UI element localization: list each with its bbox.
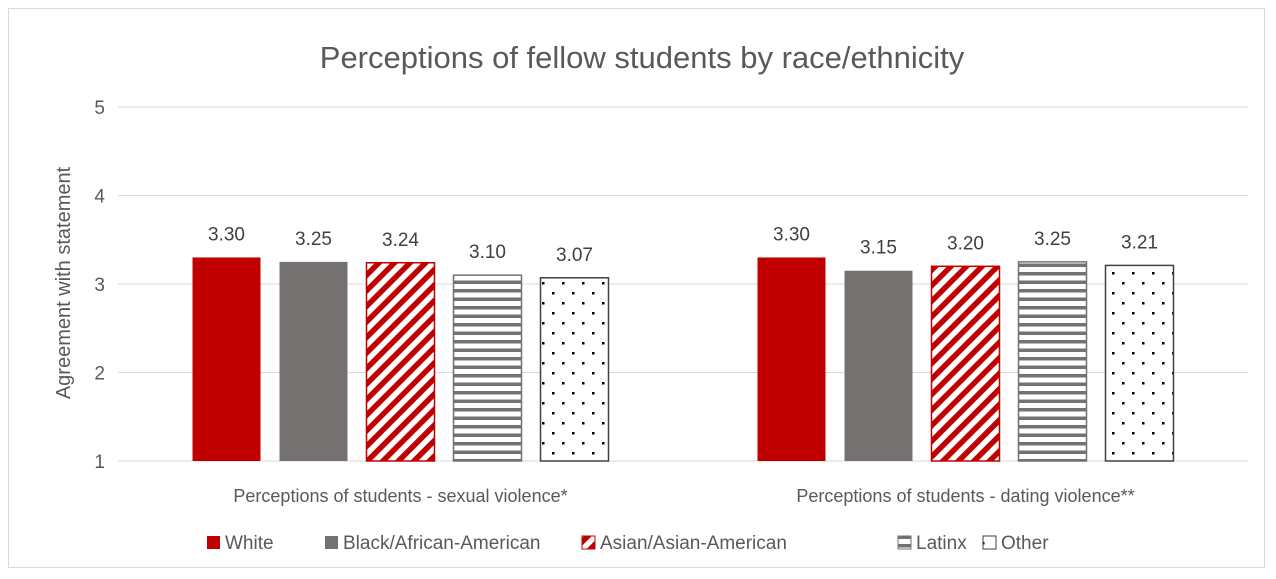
y-tick-label: 5 bbox=[94, 98, 105, 119]
y-tick-label: 2 bbox=[94, 364, 105, 385]
data-label: 3.20 bbox=[947, 233, 984, 254]
data-label: 3.25 bbox=[295, 229, 332, 250]
legend-swatch bbox=[581, 535, 596, 550]
legend-label: Latinx bbox=[916, 533, 967, 554]
bar-black-african-american bbox=[279, 261, 348, 461]
legend-swatch bbox=[982, 535, 997, 550]
data-label: 3.24 bbox=[382, 230, 419, 251]
data-label: 3.07 bbox=[556, 245, 593, 266]
legend-item: Black/African-American bbox=[325, 533, 540, 554]
data-label: 3.21 bbox=[1121, 232, 1158, 253]
legend-item: Latinx bbox=[897, 533, 967, 554]
legend-item: Other bbox=[982, 533, 1049, 554]
bar-other bbox=[539, 277, 610, 462]
y-tick-label: 3 bbox=[94, 275, 105, 296]
chart-title: Perceptions of fellow students by race/e… bbox=[320, 40, 965, 75]
legend-label: Other bbox=[1001, 533, 1049, 554]
legend-swatch bbox=[897, 535, 912, 550]
data-label: 3.30 bbox=[773, 224, 810, 245]
bar-latinx bbox=[452, 274, 523, 462]
legend-item: White bbox=[207, 533, 274, 554]
bar-asian-asian-american bbox=[930, 265, 1001, 462]
y-tick-label: 4 bbox=[94, 187, 105, 208]
bar-black-african-american bbox=[844, 270, 913, 461]
y-axis-title: Agreement with statement bbox=[53, 166, 75, 399]
y-tick-label: 1 bbox=[94, 452, 105, 473]
data-label: 3.25 bbox=[1034, 229, 1071, 250]
bar-asian-asian-american bbox=[365, 262, 436, 462]
legend-label: White bbox=[225, 533, 274, 554]
bar-white bbox=[192, 257, 261, 461]
x-category-label: Perceptions of students - sexual violenc… bbox=[233, 486, 567, 506]
x-category-label: Perceptions of students - dating violenc… bbox=[796, 486, 1134, 506]
data-label: 3.10 bbox=[469, 242, 506, 263]
legend-label: Asian/Asian-American bbox=[600, 533, 787, 554]
data-label: 3.15 bbox=[860, 238, 897, 259]
data-label: 3.30 bbox=[208, 224, 245, 245]
bar-other bbox=[1104, 264, 1175, 462]
legend-swatch bbox=[207, 536, 220, 549]
bar-white bbox=[757, 257, 826, 461]
bar-latinx bbox=[1017, 261, 1088, 462]
legend-swatch bbox=[325, 536, 338, 549]
legend-item: Asian/Asian-American bbox=[581, 533, 787, 554]
legend-label: Black/African-American bbox=[343, 533, 540, 554]
